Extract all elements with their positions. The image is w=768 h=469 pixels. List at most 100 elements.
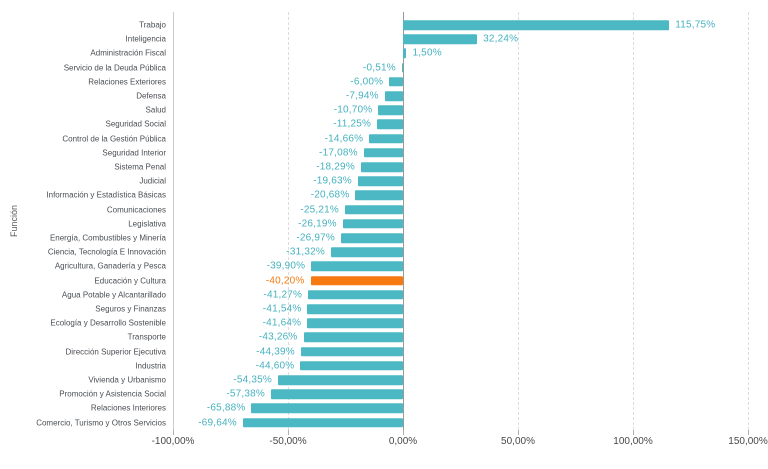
category-label: Agricultura, Ganadería y Pesca [54, 261, 166, 271]
bar[interactable] [369, 133, 403, 144]
bar-value-label: -44,39% [256, 346, 295, 358]
bar-value-label: -40,20% [265, 275, 305, 287]
bar[interactable] [307, 304, 403, 314]
bar-value-label: -44,60% [255, 360, 295, 372]
bar[interactable] [377, 119, 403, 130]
category-label: Legislativa [128, 219, 166, 229]
bar[interactable] [363, 148, 403, 158]
bar-value-label: -19,63% [313, 175, 352, 187]
category-label: Información y Estadística Básicas [46, 190, 166, 200]
bar-value-label: -11,25% [333, 118, 372, 130]
bar[interactable] [378, 105, 403, 115]
category-label: Administración Fiscal [90, 48, 166, 58]
bar[interactable] [345, 204, 403, 215]
bar-value-label: 1,50% [412, 47, 442, 59]
category-label: Energía, Combustibles y Minería [49, 233, 166, 243]
bar-value-label: -65,88% [206, 402, 246, 414]
x-tick-label: -50,00% [269, 436, 307, 447]
bar-value-label: -39,90% [266, 260, 306, 272]
bar[interactable] [360, 162, 403, 172]
bar-value-label: -41,64% [262, 317, 302, 329]
bar[interactable] [389, 77, 403, 87]
category-label: Ecología y Desarrollo Sostenible [50, 318, 166, 328]
category-label: Servicio de la Deuda Pública [63, 63, 166, 73]
bar-value-label: -26,19% [298, 218, 337, 230]
bar[interactable] [342, 219, 403, 229]
category-label: Relaciones Interiores [90, 403, 166, 413]
category-label: Sistema Penal [114, 162, 166, 172]
category-label: Promoción y Asistencia Social [59, 389, 166, 399]
bar-value-label: -6,00% [350, 76, 384, 88]
bar-value-label: -26,97% [296, 232, 335, 244]
category-label: Seguridad Interior [102, 148, 166, 158]
bar-value-label: -57,38% [226, 388, 266, 400]
category-label: Inteligencia [125, 34, 166, 44]
category-label: Industria [135, 361, 166, 371]
bar-value-label: -20,68% [310, 189, 350, 201]
category-label: Transporte [127, 332, 166, 342]
category-label: Vivienda y Urbanismo [88, 375, 166, 385]
bar[interactable] [242, 417, 403, 428]
category-label: Judicial [139, 176, 166, 186]
x-tick-label: 0,00% [388, 436, 418, 447]
category-label: Dirección Superior Ejecutiva [65, 347, 167, 357]
bar-value-label: -41,27% [263, 289, 303, 301]
bar[interactable] [303, 332, 403, 343]
bar-value-label: -14,66% [324, 133, 364, 145]
gridline [403, 12, 404, 430]
bar-value-label: 115,75% [675, 19, 716, 31]
x-axis-tick [403, 430, 404, 435]
x-tick-label: 100,00% [613, 436, 653, 447]
x-tick-label: -100,00% [151, 436, 195, 447]
bar[interactable] [311, 261, 403, 272]
category-label: Agua Potable y Alcantarillado [61, 290, 166, 300]
bar[interactable] [384, 91, 403, 101]
category-label: Salud [145, 105, 166, 115]
bar-value-label: -7,94% [345, 90, 379, 102]
bar-value-label: -31,32% [286, 246, 325, 258]
bar-value-label: -25,21% [300, 204, 340, 216]
gridline [288, 12, 289, 430]
bar[interactable] [277, 375, 403, 385]
bar-value-label: -54,35% [233, 374, 272, 386]
category-label: Seguros y Finanzas [95, 304, 166, 314]
bar[interactable] [340, 233, 403, 243]
gridline [633, 12, 634, 430]
bar[interactable] [357, 176, 403, 186]
bar[interactable] [355, 190, 403, 201]
bar-value-label: -17,08% [319, 147, 358, 159]
bar-value-label: -10,70% [333, 104, 373, 116]
bar-value-label: -43,26% [258, 331, 298, 343]
bar[interactable] [308, 290, 403, 300]
category-label: Seguridad Social [105, 119, 166, 129]
x-tick-label: 150,00% [728, 436, 768, 447]
category-label: Comercio, Turismo y Otros Servicios [36, 418, 166, 428]
x-tick-label: 50,00% [501, 436, 535, 447]
x-axis-tick [633, 430, 634, 435]
bar[interactable] [403, 48, 407, 59]
gridline [173, 12, 174, 430]
bar[interactable] [330, 247, 403, 257]
bar[interactable] [307, 318, 403, 328]
bar-value-label: 32,24% [483, 33, 519, 45]
bar[interactable] [403, 34, 478, 44]
category-label: Control de la Gestión Pública [62, 134, 166, 144]
bar-value-label: -69,64% [198, 417, 237, 429]
bar[interactable] [300, 361, 403, 371]
category-label: Relaciones Exteriores [88, 77, 166, 87]
bar-highlighted[interactable] [310, 275, 403, 286]
bar[interactable] [403, 20, 670, 30]
bar[interactable] [401, 62, 403, 73]
bar[interactable] [251, 403, 403, 414]
category-label: Trabajo [139, 20, 166, 30]
x-axis-tick [288, 430, 289, 435]
bar-value-label: -0,51% [362, 62, 396, 74]
bar[interactable] [300, 346, 403, 357]
bar[interactable] [271, 389, 403, 399]
gridline [518, 12, 519, 430]
bar-value-label: -41,54% [262, 303, 302, 315]
category-label: Comunicaciones [106, 205, 166, 215]
category-label: Educación y Cultura [94, 276, 166, 286]
bar-value-label: -18,29% [316, 161, 355, 173]
